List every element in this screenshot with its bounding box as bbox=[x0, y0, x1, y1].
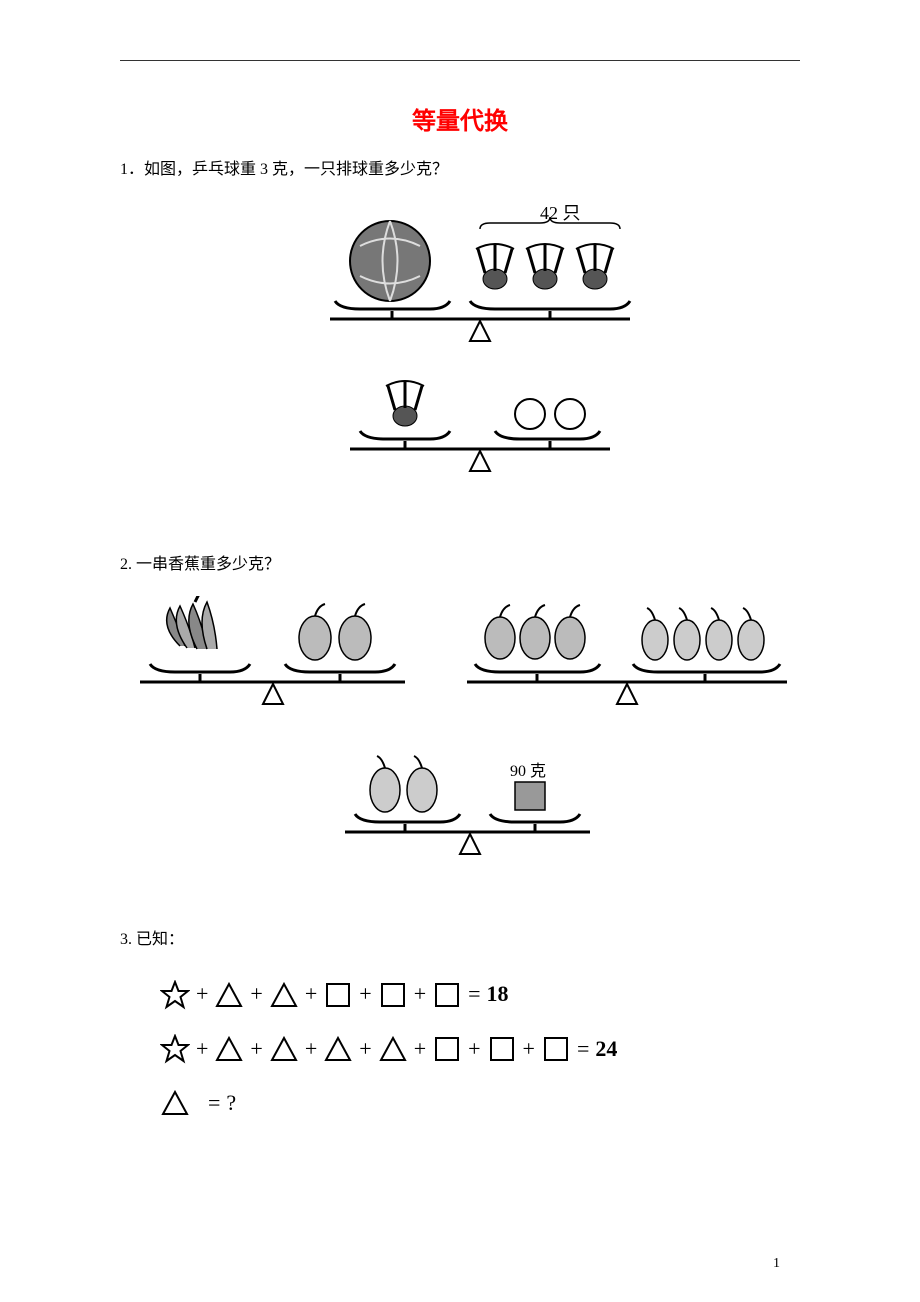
triangle-icon bbox=[378, 1034, 408, 1064]
square-icon bbox=[378, 980, 408, 1010]
eq-line-3: = ? bbox=[160, 1079, 800, 1127]
q2-prompt: 2. 一串香蕉重多少克？ bbox=[120, 551, 800, 580]
mango-icon bbox=[520, 605, 550, 659]
square-icon bbox=[432, 1034, 462, 1064]
eq-sign: = bbox=[208, 1079, 220, 1127]
weight-icon bbox=[515, 782, 545, 810]
q3-prompt: 3. 已知： bbox=[120, 926, 800, 955]
q2-balance2 bbox=[455, 596, 795, 726]
mango-icon bbox=[339, 604, 371, 660]
triangle-icon bbox=[214, 980, 244, 1010]
q2-figures bbox=[120, 596, 800, 726]
mango-icon bbox=[555, 605, 585, 659]
pingpong-icon bbox=[555, 399, 585, 429]
pan-left-icon bbox=[335, 301, 450, 309]
brace-icon bbox=[480, 217, 620, 229]
triangle-icon bbox=[214, 1034, 244, 1064]
papaya-icon bbox=[370, 756, 400, 812]
label-42: 42 只 bbox=[540, 203, 581, 223]
volleyball-icon bbox=[350, 221, 430, 301]
fulcrum-icon bbox=[470, 321, 490, 341]
eq-line-1: + + + + + = 18 bbox=[160, 970, 800, 1018]
mango-icon bbox=[299, 604, 331, 660]
mango-icon bbox=[485, 605, 515, 659]
triangle-icon bbox=[269, 1034, 299, 1064]
triangle-icon bbox=[323, 1034, 353, 1064]
square-icon bbox=[432, 980, 462, 1010]
pan-right-icon bbox=[470, 301, 630, 309]
fulcrum-icon bbox=[470, 451, 490, 471]
eq-val: ? bbox=[226, 1079, 236, 1127]
eq-line-2: + + + + + + + = 24 bbox=[160, 1025, 800, 1073]
q1-prompt: 1．如图，乒乓球重 3 克，一只排球重多少克？ bbox=[120, 156, 800, 185]
square-icon bbox=[323, 980, 353, 1010]
pingpong-icon bbox=[515, 399, 545, 429]
page-title: 等量代换 bbox=[120, 101, 800, 136]
square-icon bbox=[541, 1034, 571, 1064]
star-icon bbox=[160, 980, 190, 1010]
triangle-icon bbox=[160, 1088, 190, 1118]
papaya-icon bbox=[674, 608, 700, 660]
papaya-icon bbox=[738, 608, 764, 660]
eq-sign: = bbox=[468, 970, 480, 1018]
shuttlecock-icon bbox=[576, 244, 614, 289]
top-rule bbox=[120, 60, 800, 61]
shuttlecock-icon bbox=[386, 381, 424, 426]
shuttlecock-icon bbox=[476, 244, 514, 289]
eq-val: 18 bbox=[487, 970, 509, 1018]
papaya-icon bbox=[706, 608, 732, 660]
triangle-icon bbox=[269, 980, 299, 1010]
q3-equations: + + + + + = 18 + + + + + + + bbox=[160, 970, 800, 1127]
star-icon bbox=[160, 1034, 190, 1064]
shuttlecock-icon bbox=[526, 244, 564, 289]
q2-balance3: 90 克 bbox=[310, 746, 610, 876]
papaya-icon bbox=[407, 756, 437, 812]
eq-sign: = bbox=[577, 1025, 589, 1073]
pan-left-icon bbox=[360, 431, 450, 439]
papaya-icon bbox=[642, 608, 668, 660]
eq-val: 24 bbox=[595, 1025, 617, 1073]
banana-bunch-icon bbox=[167, 596, 217, 649]
page-number: 1 bbox=[773, 1256, 780, 1272]
q2-balance1 bbox=[125, 596, 425, 726]
square-icon bbox=[487, 1034, 517, 1064]
label-90g: 90 克 bbox=[510, 762, 546, 780]
pan-right-icon bbox=[495, 431, 600, 439]
q1-figure: 42 只 bbox=[280, 201, 640, 501]
